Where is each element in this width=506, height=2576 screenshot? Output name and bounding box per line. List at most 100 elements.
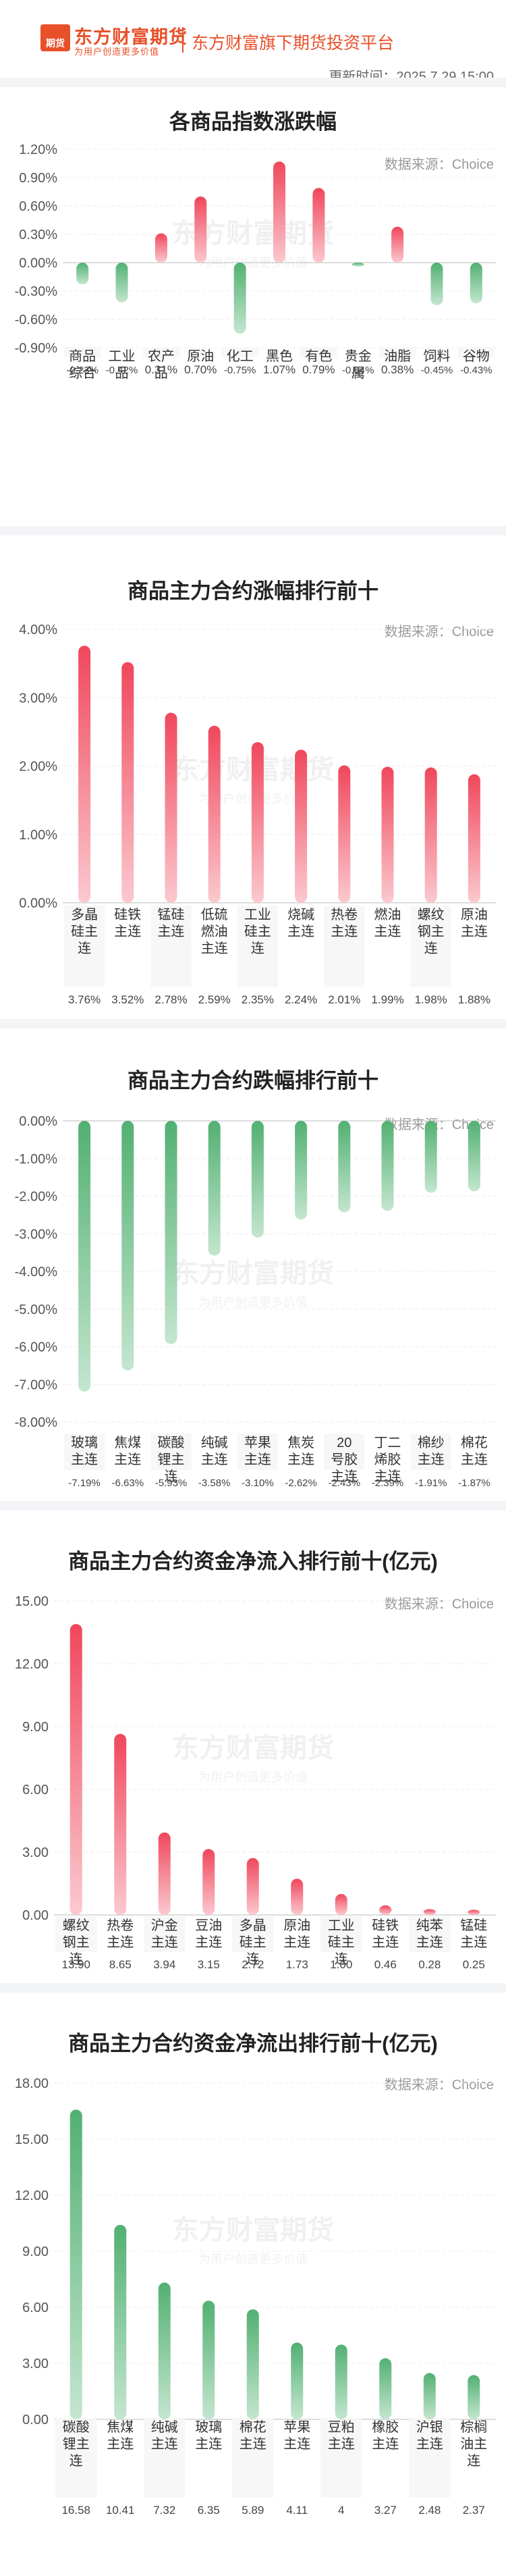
label-cell-bg	[232, 2418, 274, 2498]
data-label: 7.32	[153, 2504, 175, 2517]
bar	[423, 2373, 436, 2419]
data-label: 2.48	[418, 2504, 441, 2517]
y-tick-label: 0.00%	[19, 896, 57, 911]
watermark-slogan: 为用户创造更多价值	[198, 1770, 308, 1784]
bar	[154, 233, 167, 263]
chart-section-2: 商品主力合约涨幅排行前十 数据来源：Choice 东方财富期货为用户创造更多价值…	[0, 535, 506, 1019]
y-tick-label: -1.00%	[15, 1152, 58, 1167]
bar	[233, 263, 246, 334]
data-label: 0.70%	[184, 363, 217, 376]
data-label: -3.10%	[242, 1477, 274, 1489]
label-cell-bg	[150, 1434, 192, 1470]
x-tick-label: 焦炭主连	[287, 1435, 314, 1467]
x-tick-label: 原油主连	[461, 907, 488, 939]
chart-section-4: 商品主力合约资金净流入排行前十(亿元) 数据来源：Choice 东方财富期货 为用…	[0, 1510, 506, 1983]
y-tick-label: 0.00%	[19, 1114, 57, 1129]
y-tick-label: -8.00%	[15, 1415, 58, 1430]
x-tick-label: 农产品	[148, 348, 175, 381]
label-cell-bg	[142, 347, 180, 357]
y-tick-label: 2.00%	[19, 760, 57, 774]
bar	[115, 263, 128, 303]
watermark-name: 东方财富期货	[172, 1733, 334, 1763]
data-label: 3.94	[153, 1958, 175, 1971]
x-tick-label: 谷物	[463, 348, 490, 364]
data-label: 1.99%	[371, 993, 403, 1006]
data-label: 8.65	[109, 1958, 132, 1971]
bar	[158, 1832, 171, 1915]
data-label: -2.39%	[372, 1477, 404, 1489]
x-tick-label: 棉花主连	[461, 1435, 488, 1467]
bar	[335, 1894, 347, 1915]
data-label: 2.37	[463, 2504, 485, 2517]
x-tick-label: 黑色	[266, 348, 293, 364]
chart-source: 数据来源：Choice	[384, 2078, 494, 2093]
data-label: -0.04%	[342, 365, 374, 376]
data-label: 0.79%	[302, 363, 335, 376]
bar	[69, 1624, 82, 1915]
label-cell-bg	[55, 1916, 97, 1952]
data-label: 6.35	[198, 2504, 220, 2517]
x-tick-label: 螺纹钢主连	[63, 1918, 90, 1967]
data-label: 4	[338, 2504, 344, 2517]
y-tick-label: 18.00	[15, 2076, 49, 2091]
logo-name: 东方财富期货	[74, 27, 188, 48]
chart-section-5: 商品主力合约资金净流出排行前十(亿元) 数据来源：Choice 东方财富期货 为用…	[0, 1993, 506, 2576]
data-label: -6.63%	[112, 1477, 144, 1489]
data-label: -1.87%	[458, 1477, 490, 1489]
y-tick-label: 9.00	[22, 1720, 49, 1735]
x-tick-label: 沪金主连	[151, 1918, 178, 1950]
x-tick-label: 纯苯主连	[416, 1918, 443, 1950]
x-tick-label: 焦煤主连	[107, 2419, 134, 2452]
data-label: 3.52%	[111, 993, 144, 1006]
bar	[194, 196, 207, 263]
data-label: 2.01%	[328, 993, 360, 1006]
x-tick-label: 商品综合	[69, 348, 96, 381]
bar	[291, 2342, 304, 2419]
label-cell-bg	[320, 2418, 362, 2498]
bar	[335, 2344, 347, 2419]
x-tick-label: 丁二烯胶主连	[374, 1436, 401, 1484]
section-separator	[0, 1019, 506, 1028]
x-tick-label: 苹果主连	[283, 2419, 310, 2452]
label-cell-bg	[410, 1434, 451, 1470]
page-header: 期货 东方财富期货 为用户创造更多价值 东方财富旗下期货投资平台 更新时间：20…	[0, 0, 506, 84]
x-tick-label: 焦煤主连	[114, 1435, 141, 1467]
chart-title: 商品主力合约跌幅排行前十	[128, 1069, 378, 1093]
bar	[352, 263, 364, 267]
x-tick-label: 棕榈油主连	[460, 2419, 487, 2469]
bar	[76, 263, 89, 285]
bar	[379, 1905, 392, 1915]
label-cell-bg	[64, 347, 101, 357]
data-label: 1.88%	[458, 993, 490, 1006]
x-tick-label: 豆油主连	[195, 1918, 222, 1950]
data-label: -0.43%	[460, 365, 493, 376]
bar	[430, 263, 443, 305]
y-tick-label: 3.00%	[19, 691, 57, 706]
x-tick-label: 玻璃主连	[195, 2419, 222, 2452]
data-label: 2.72	[242, 1958, 264, 1971]
data-label: 0.28	[418, 1958, 441, 1971]
label-cell-bg	[300, 347, 337, 357]
bar	[69, 2109, 82, 2419]
bar	[208, 725, 221, 903]
x-tick-label: 贵金属	[345, 348, 372, 381]
y-tick-label: 15.00	[15, 1594, 49, 1609]
label-cell-bg	[378, 347, 416, 357]
label-cell-bg	[457, 347, 495, 357]
section-separator	[0, 1983, 506, 1993]
label-cell-bg	[324, 905, 365, 987]
bar	[391, 226, 404, 263]
bar	[291, 1878, 304, 1915]
bar	[381, 766, 394, 903]
data-label: 5.89	[242, 2504, 264, 2517]
data-label: 0.31%	[145, 363, 177, 376]
x-tick-label: 硅铁主连	[114, 907, 141, 939]
data-label: 10.41	[106, 2504, 135, 2517]
label-cell-bg	[221, 347, 258, 357]
bar	[121, 1121, 134, 1371]
x-tick-label: 饲料	[423, 348, 450, 364]
chart-section-3: 商品主力合约跌幅排行前十 数据来源：Choice 东方财富期货 为用户创造更多价值…	[0, 1028, 506, 1501]
y-tick-label: 3.00	[22, 2357, 49, 2371]
